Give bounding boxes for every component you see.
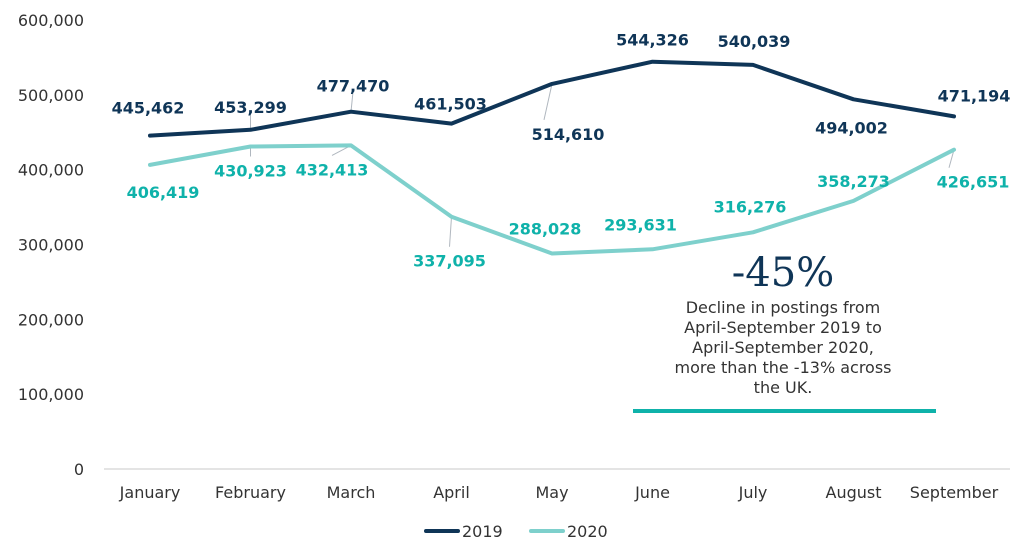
x-tick-label: March <box>327 483 376 502</box>
annotation-line: more than the -13% across <box>674 358 891 377</box>
leader-line <box>543 83 553 121</box>
data-label-2020: 358,273 <box>817 172 890 191</box>
annotation-headline: -45% <box>732 250 834 296</box>
data-label-2020: 426,651 <box>937 173 1010 192</box>
x-tick-label: August <box>826 483 882 502</box>
legend-label-2020: 2020 <box>567 522 608 541</box>
data-label-2019: 453,299 <box>214 98 287 117</box>
x-tick-label: January <box>119 483 181 502</box>
leader-line <box>948 149 955 168</box>
y-tick-label: 500,000 <box>18 86 84 105</box>
data-label-2019: 477,470 <box>317 77 390 96</box>
annotation-line: April-September 2020, <box>692 338 874 357</box>
data-label-2020: 293,631 <box>604 215 677 234</box>
annotation-line: Decline in postings from <box>686 298 881 317</box>
leader-line <box>350 91 354 112</box>
x-tick-label: September <box>910 483 999 502</box>
data-label-2020: 337,095 <box>413 252 486 271</box>
y-tick-label: 200,000 <box>18 310 84 329</box>
x-tick-label: February <box>215 483 286 502</box>
x-tick-label: April <box>433 483 470 502</box>
y-axis-tick-labels: 0 100,000 200,000 300,000 400,000 500,000 600,… <box>18 11 84 479</box>
data-label-2019: 514,610 <box>532 125 605 144</box>
series-lines <box>148 59 956 256</box>
y-tick-label: 600,000 <box>18 11 84 30</box>
series-line-2020 <box>148 143 956 256</box>
annotation-line: April-September 2019 to <box>684 318 882 337</box>
series-line-2019 <box>148 59 956 138</box>
data-label-2020: 316,276 <box>714 197 787 216</box>
data-label-2020: 430,923 <box>214 162 287 181</box>
data-label-2020: 288,028 <box>509 219 582 238</box>
data-label-2019: 471,194 <box>938 86 1011 105</box>
annotation-text: Decline in postings fromApril-September … <box>674 298 891 397</box>
x-tick-label: May <box>535 483 568 502</box>
data-label-2019: 494,002 <box>815 118 888 137</box>
y-tick-label: 400,000 <box>18 161 84 180</box>
y-tick-label: 100,000 <box>18 385 84 404</box>
x-tick-label: June <box>634 483 670 502</box>
data-label-2019: 445,462 <box>112 99 185 118</box>
y-tick-label: 300,000 <box>18 236 84 255</box>
data-label-2020: 432,413 <box>296 160 369 179</box>
annotation-line: the UK. <box>754 378 813 397</box>
data-labels: 445,462 453,299 477,470 461,503 514,610 544,3… <box>112 31 1011 271</box>
legend: 2019 2020 <box>424 522 608 541</box>
data-label-2019: 540,039 <box>718 32 791 51</box>
y-tick-label: 0 <box>74 460 84 479</box>
data-label-2019: 461,503 <box>414 95 487 114</box>
data-label-2020: 406,419 <box>127 183 200 202</box>
legend-label-2019: 2019 <box>462 522 503 541</box>
x-tick-label: July <box>738 483 768 502</box>
leader-line <box>449 216 452 247</box>
x-axis-tick-labels: January February March April May June July Augu… <box>119 483 999 502</box>
annotation-box: -45% Decline in postings fromApril-Septe… <box>633 250 936 413</box>
data-label-2019: 544,326 <box>616 31 689 50</box>
